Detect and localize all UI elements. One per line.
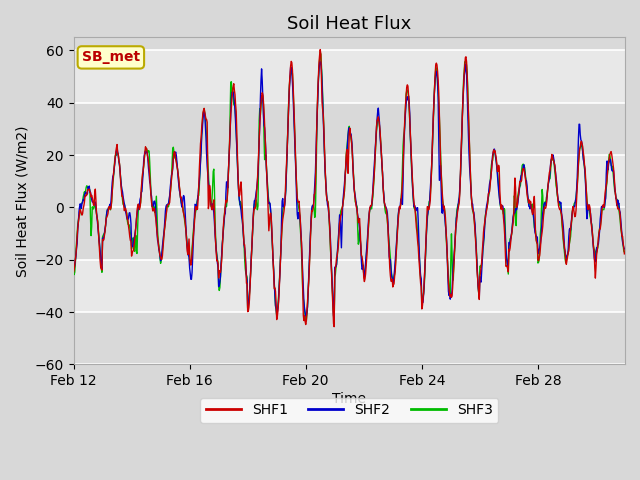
SHF1 [187, 262, 195, 268]
SHF2 [262, 166, 270, 172]
Line: SHF2: SHF2 [74, 62, 625, 320]
Line: SHF1: SHF1 [74, 49, 625, 327]
SHF3 [418, 299, 426, 304]
Bar [74, 207, 625, 260]
SHF2 [531, 220, 538, 226]
SHF1 [330, 324, 338, 330]
SHF1 [418, 306, 426, 312]
SHF2 [316, 59, 324, 65]
SHF1 [326, 245, 334, 251]
SHF2 [70, 266, 77, 272]
SHF3 [70, 269, 77, 275]
Text: SB_met: SB_met [82, 50, 140, 64]
SHF3 [330, 322, 338, 327]
Bar [74, 37, 625, 50]
SHF2 [326, 239, 334, 244]
Title: Soil Heat Flux: Soil Heat Flux [287, 15, 412, 33]
SHF2 [330, 317, 338, 323]
SHF1 [262, 163, 270, 169]
Line: SHF3: SHF3 [74, 52, 625, 324]
SHF3 [326, 247, 334, 253]
SHF3 [531, 224, 538, 230]
Legend: SHF1, SHF2, SHF3: SHF1, SHF2, SHF3 [200, 398, 499, 423]
Bar [74, 103, 625, 155]
SHF2 [621, 246, 628, 252]
SHF3 [316, 49, 324, 55]
SHF1 [397, 202, 404, 208]
SHF2 [187, 276, 195, 282]
SHF3 [621, 249, 628, 255]
SHF2 [418, 302, 426, 308]
SHF1 [531, 193, 538, 199]
Y-axis label: Soil Heat Flux (W/m2): Soil Heat Flux (W/m2) [15, 125, 29, 276]
SHF3 [262, 164, 270, 169]
SHF1 [621, 251, 628, 257]
SHF3 [397, 202, 404, 208]
X-axis label: Time: Time [332, 392, 366, 406]
Bar [74, 312, 625, 364]
SHF1 [70, 269, 77, 275]
SHF3 [187, 259, 195, 265]
SHF1 [316, 47, 324, 52]
SHF2 [397, 198, 404, 204]
